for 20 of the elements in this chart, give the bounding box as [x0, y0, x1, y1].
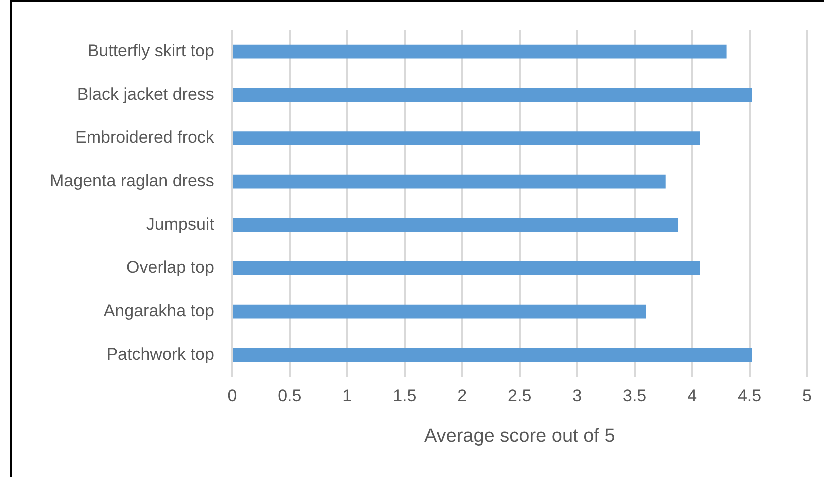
- y-tick-label: Patchwork top: [106, 344, 214, 364]
- x-tick-label: 3.5: [623, 386, 647, 406]
- x-tick-label: 4: [688, 386, 698, 406]
- y-tick-label: Black jacket dress: [77, 84, 214, 104]
- x-axis-title: Average score out of 5: [424, 426, 616, 447]
- y-tick-label: Embroidered frock: [76, 128, 215, 148]
- x-tick-label: 0.5: [278, 386, 302, 406]
- x-tick-label: 2: [458, 386, 468, 406]
- x-tick-label: 4.5: [738, 386, 762, 406]
- y-tick-label: Magenta raglan dress: [50, 172, 214, 191]
- x-tick-label: 3: [572, 386, 582, 406]
- x-tick-label: 0: [228, 386, 238, 406]
- x-tick-label: 1: [342, 386, 352, 406]
- y-tick-label: Butterfly skirt top: [88, 42, 214, 61]
- x-tick-label: 1.5: [393, 386, 417, 406]
- y-tick-label: Overlap top: [126, 258, 214, 278]
- y-tick-label: Angarakha top: [104, 302, 214, 320]
- y-tick-label: Jumpsuit: [146, 214, 215, 234]
- x-tick-label: 5: [802, 386, 812, 406]
- x-tick-label: 2.5: [508, 386, 532, 406]
